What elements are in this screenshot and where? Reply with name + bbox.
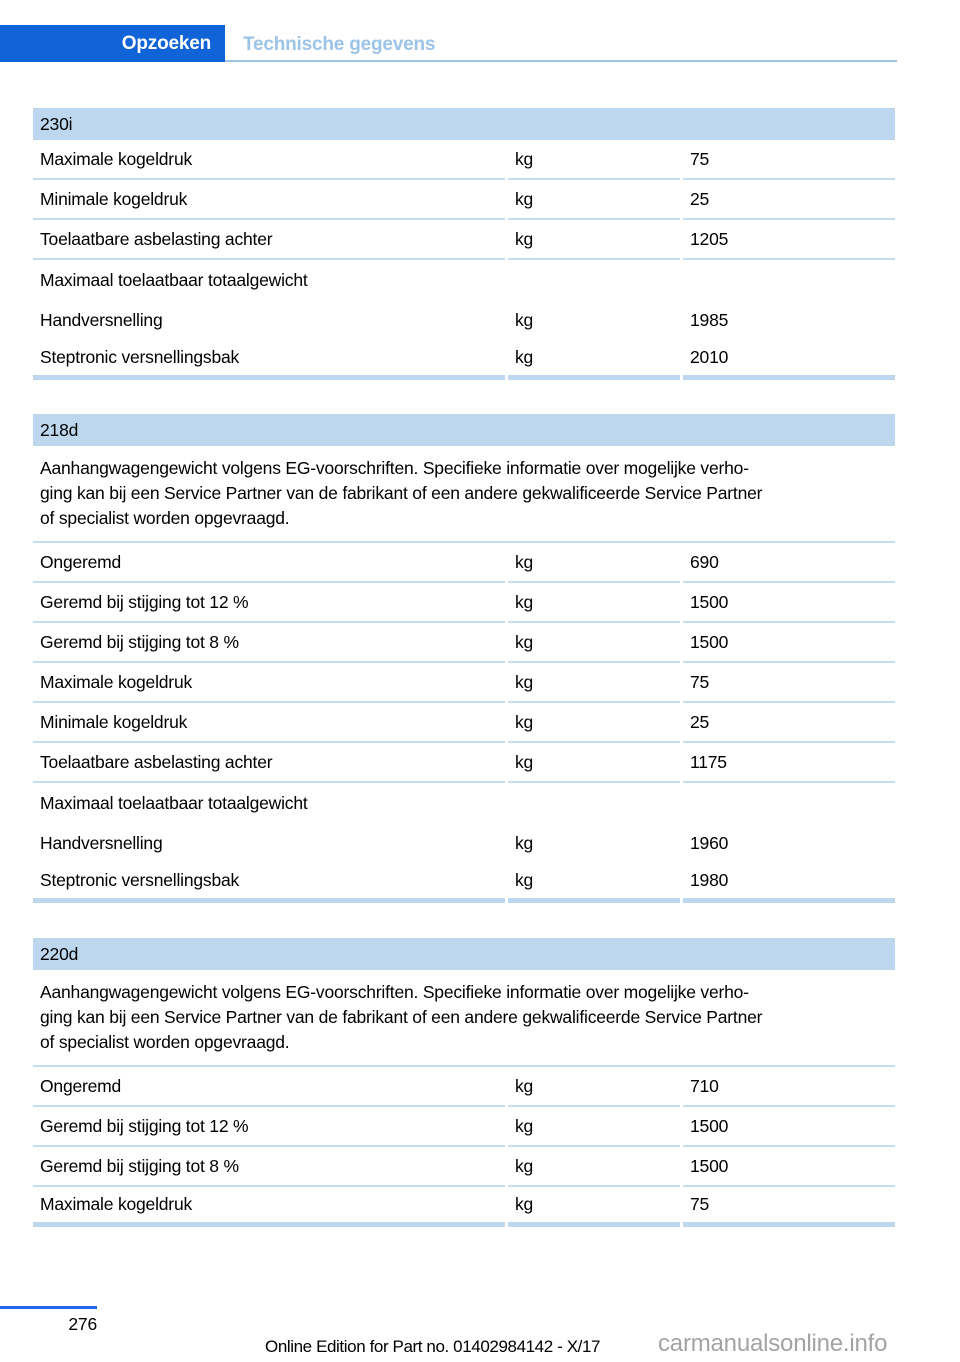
- table-row: Steptronic versnellingsbak kg 1980: [33, 863, 895, 903]
- row-unit: kg: [508, 663, 680, 703]
- page-header: Opzoeken Technische gegevens: [0, 25, 897, 62]
- header-divider: [225, 60, 897, 62]
- row-label: Geremd bij stijging tot 8 %: [33, 623, 505, 663]
- row-label: Maximale kogeldruk: [33, 1187, 505, 1227]
- spec-section: 220d Aanhangwagengewicht volgens EG-voor…: [33, 938, 895, 1227]
- row-label: Minimale kogeldruk: [33, 703, 505, 743]
- row-value: 75: [683, 663, 895, 703]
- table-row: Toelaatbare asbelasting achter kg 1205: [33, 220, 895, 260]
- row-unit: kg: [508, 743, 680, 783]
- row-unit: kg: [508, 1147, 680, 1187]
- row-label: Minimale kogeldruk: [33, 180, 505, 220]
- row-value: 1500: [683, 1107, 895, 1147]
- row-label: Toelaatbare asbelasting achter: [33, 743, 505, 783]
- row-unit: kg: [515, 309, 534, 330]
- section-title-bar: 218d: [33, 414, 895, 446]
- row-unit: kg: [508, 543, 680, 583]
- table-row: Ongeremd kg 690: [33, 543, 895, 583]
- table-row: Handversnelling kg 1960: [33, 823, 895, 863]
- row-value: 690: [683, 543, 895, 583]
- edition-note: Online Edition for Part no. 01402984142 …: [265, 1337, 601, 1356]
- row-value: 1205: [683, 220, 895, 260]
- row-label: Handversnelling: [40, 832, 163, 853]
- row-unit: kg: [508, 1067, 680, 1107]
- row-value: 1500: [683, 623, 895, 663]
- row-unit: kg: [508, 220, 680, 260]
- table-row: Handversnelling kg 1985: [33, 300, 895, 340]
- row-label: Toelaatbare asbelasting achter: [33, 220, 505, 260]
- row-label: Geremd bij stijging tot 12 %: [33, 1107, 505, 1147]
- row-value: 1960: [690, 832, 729, 853]
- table-row: Steptronic versnellingsbak kg 2010: [33, 340, 895, 380]
- row-unit: [508, 783, 680, 823]
- table-row: Geremd bij stijging tot 12 % kg 1500: [33, 583, 895, 623]
- table-row: Minimale kogeldruk kg 25: [33, 703, 895, 743]
- row-value: [683, 783, 895, 823]
- row-label: Maximale kogeldruk: [33, 663, 505, 703]
- row-value: 75: [683, 140, 895, 180]
- row-unit: kg: [508, 623, 680, 663]
- row-label: Maximale kogeldruk: [33, 140, 505, 180]
- table-row: Geremd bij stijging tot 12 % kg 1500: [33, 1107, 895, 1147]
- row-value: 25: [683, 703, 895, 743]
- table-row: Maximale kogeldruk kg 75: [33, 140, 895, 180]
- table-row: Geremd bij stijging tot 8 % kg 1500: [33, 623, 895, 663]
- row-unit: kg: [508, 1107, 680, 1147]
- page-number-rule: [0, 1306, 97, 1309]
- row-label: Ongeremd: [33, 1067, 505, 1107]
- spec-table: Ongeremd kg 690 Geremd bij stijging tot …: [33, 543, 895, 903]
- row-value: 2010: [683, 340, 895, 380]
- spec-section: 230i Maximale kogeldruk kg 75 Minimale k…: [33, 108, 895, 380]
- row-label: Steptronic versnellingsbak: [33, 863, 505, 903]
- row-value: 1980: [683, 863, 895, 903]
- spec-section: 218d Aanhangwagengewicht volgens EG-voor…: [33, 414, 895, 903]
- row-label: Maximaal toelaatbaar totaalgewicht: [40, 792, 308, 813]
- row-unit: kg: [508, 140, 680, 180]
- spec-table: Ongeremd kg 710 Geremd bij stijging tot …: [33, 1067, 895, 1227]
- row-label: Handversnelling: [40, 309, 163, 330]
- table-row: Toelaatbare asbelasting achter kg 1175: [33, 743, 895, 783]
- row-value: 1500: [683, 583, 895, 623]
- row-unit: kg: [515, 832, 534, 853]
- row-label: Geremd bij stijging tot 8 %: [33, 1147, 505, 1187]
- row-value: [683, 260, 895, 300]
- row-value: 1500: [683, 1147, 895, 1187]
- row-unit: kg: [508, 340, 680, 380]
- tab-opzoeken[interactable]: Opzoeken: [0, 25, 225, 62]
- table-row: Geremd bij stijging tot 8 % kg 1500: [33, 1147, 895, 1187]
- section-title-bar: 230i: [33, 108, 895, 140]
- page-number: 276: [68, 1314, 97, 1334]
- row-label: Ongeremd: [33, 543, 505, 583]
- row-unit: kg: [508, 1187, 680, 1227]
- row-label: Maximaal toelaatbaar totaalgewicht: [40, 269, 308, 290]
- section-intro-text: Aanhangwagengewicht volgens EG-voorschri…: [33, 970, 895, 1067]
- row-unit: kg: [508, 180, 680, 220]
- table-row: Maximale kogeldruk kg 75: [33, 663, 895, 703]
- tab-technische-gegevens[interactable]: Technische gegevens: [243, 34, 436, 55]
- row-value: 1175: [683, 743, 895, 783]
- table-row: Ongeremd kg 710: [33, 1067, 895, 1107]
- section-intro-text: Aanhangwagengewicht volgens EG-voorschri…: [33, 446, 895, 543]
- table-row: Maximale kogeldruk kg 75: [33, 1187, 895, 1227]
- row-unit: kg: [508, 583, 680, 623]
- spec-table: Maximale kogeldruk kg 75 Minimale kogeld…: [33, 140, 895, 380]
- section-title-bar: 220d: [33, 938, 895, 970]
- row-unit: kg: [508, 863, 680, 903]
- row-label: Steptronic versnellingsbak: [33, 340, 505, 380]
- table-row: Maximaal toelaatbaar totaalgewicht: [33, 783, 895, 823]
- watermark-text: carmanualsonline.info: [658, 1330, 888, 1357]
- row-value: 25: [683, 180, 895, 220]
- row-unit: kg: [508, 703, 680, 743]
- row-value: 710: [683, 1067, 895, 1107]
- row-label: Geremd bij stijging tot 12 %: [33, 583, 505, 623]
- row-unit: [508, 260, 680, 300]
- row-value: 1985: [690, 309, 729, 330]
- table-row: Maximaal toelaatbaar totaalgewicht: [33, 260, 895, 300]
- table-row: Minimale kogeldruk kg 25: [33, 180, 895, 220]
- row-value: 75: [683, 1187, 895, 1227]
